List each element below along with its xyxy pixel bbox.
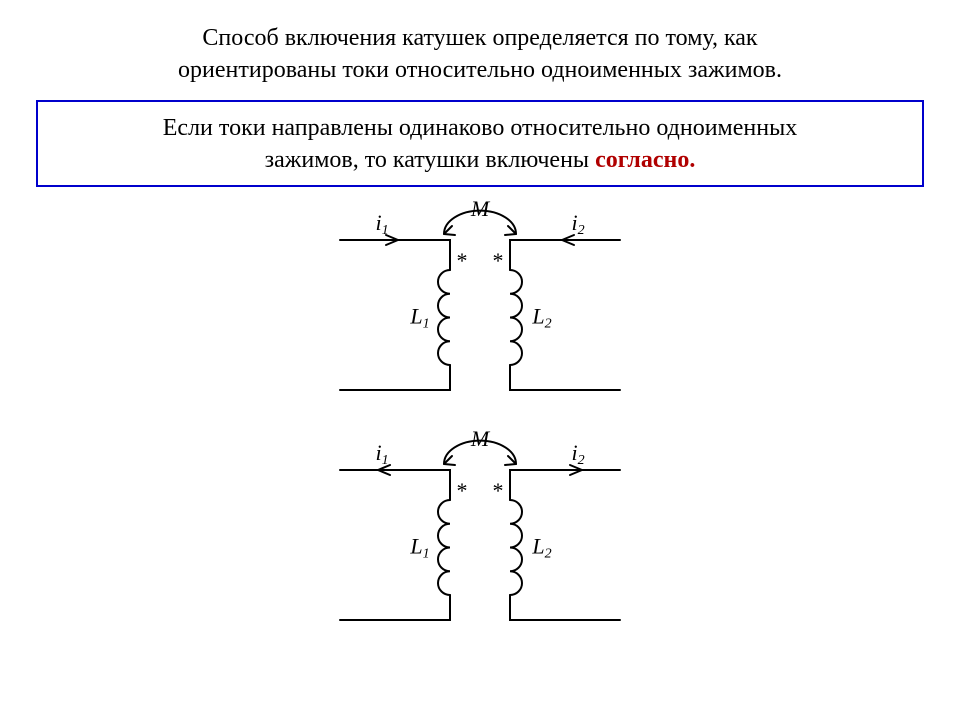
header-line2: ориентированы токи относительно одноимен…	[178, 57, 782, 83]
svg-text:*: *	[457, 478, 468, 503]
svg-text:*: *	[493, 478, 504, 503]
svg-text:M: M	[470, 200, 491, 221]
coupled-coils-diagram-top: * * i1 i2 M L1 L2	[300, 200, 660, 410]
svg-text:i1: i1	[375, 210, 388, 238]
svg-text:L1: L1	[409, 304, 429, 332]
header-line1: Способ включения катушек определяется по…	[202, 25, 757, 51]
svg-text:i2: i2	[571, 210, 584, 238]
box-line2-pre: зажимов, то катушки включены	[265, 147, 595, 173]
svg-text:L1: L1	[409, 534, 429, 562]
svg-text:L2: L2	[531, 534, 551, 562]
info-box: Если токи направлены одинаково относител…	[36, 100, 924, 187]
coupled-coils-diagram-bottom: * * i1 i2 M L1 L2	[300, 430, 660, 640]
svg-text:*: *	[493, 248, 504, 273]
header-text: Способ включения катушек определяется по…	[0, 22, 960, 87]
svg-text:i1: i1	[375, 440, 388, 468]
svg-text:i2: i2	[571, 440, 584, 468]
svg-text:M: M	[470, 430, 491, 451]
box-line1: Если токи направлены одинаково относител…	[163, 115, 797, 141]
svg-text:*: *	[457, 248, 468, 273]
svg-text:L2: L2	[531, 304, 551, 332]
box-line2-accent: согласно.	[595, 147, 695, 173]
